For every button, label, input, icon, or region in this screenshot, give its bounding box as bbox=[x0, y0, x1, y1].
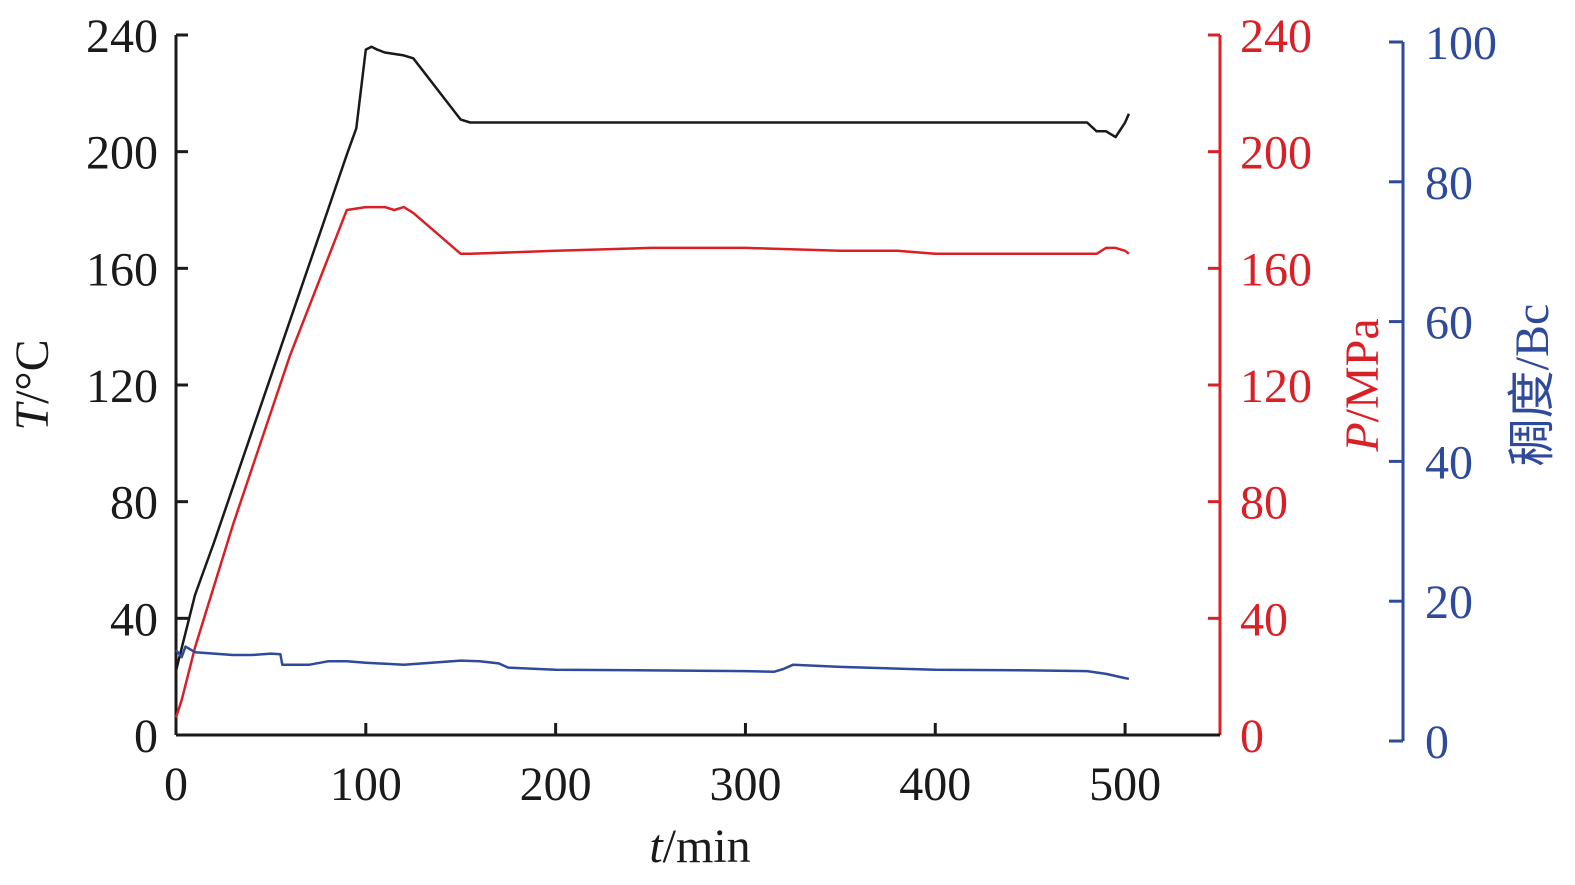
y-left-tick-label: 200 bbox=[86, 127, 158, 180]
x-axis-title-var: t bbox=[649, 820, 664, 873]
y-right2-tick-label: 0 bbox=[1425, 716, 1449, 769]
x-tick-label: 100 bbox=[330, 758, 402, 811]
y-right2-tick-label: 60 bbox=[1425, 297, 1473, 350]
y-right2-axis-title: 稠度/Bc bbox=[1506, 304, 1559, 467]
axes-group bbox=[174, 33, 1405, 743]
y-right2-tick-label: 100 bbox=[1425, 17, 1497, 70]
y-left-tick-label: 0 bbox=[134, 710, 158, 763]
x-tick-label: 0 bbox=[164, 758, 188, 811]
y-left-axis-title-var: T bbox=[6, 401, 59, 431]
series-line-consistency bbox=[175, 645, 1130, 681]
y-left-tick-label: 120 bbox=[86, 360, 158, 413]
y-left-axis-title-unit: /°C bbox=[6, 339, 59, 404]
y-right1-tick-label: 240 bbox=[1240, 10, 1312, 63]
y-right1-tick-label: 160 bbox=[1240, 243, 1312, 296]
x-tick-label: 500 bbox=[1089, 758, 1161, 811]
y-right1-tick-label: 120 bbox=[1240, 360, 1312, 413]
y-right1-axis-title-var: P bbox=[1336, 422, 1389, 452]
y-right1-tick-label: 40 bbox=[1240, 593, 1288, 646]
series-group bbox=[174, 45, 1131, 718]
y-left-axis-title: T/°C bbox=[6, 339, 59, 430]
y-right2-tick-label: 40 bbox=[1425, 436, 1473, 489]
y-right1-tick-label: 200 bbox=[1240, 127, 1312, 180]
x-tick-label: 200 bbox=[520, 758, 592, 811]
series-line-pressure bbox=[174, 205, 1130, 718]
y-left-tick-label: 80 bbox=[110, 477, 158, 530]
y-right2-tick-label: 20 bbox=[1425, 576, 1473, 629]
x-tick-label: 400 bbox=[899, 758, 971, 811]
y-right1-tick-label: 0 bbox=[1240, 710, 1264, 763]
y-left-tick-label: 40 bbox=[110, 593, 158, 646]
x-tick-label: 300 bbox=[709, 758, 781, 811]
series-line-temperature bbox=[174, 45, 1131, 672]
y-left-tick-label: 240 bbox=[86, 10, 158, 63]
x-axis-title-unit: /min bbox=[663, 820, 751, 873]
y-right1-tick-label: 80 bbox=[1240, 477, 1288, 530]
y-right1-axis-title: P/MPa bbox=[1336, 318, 1389, 452]
y-right2-tick-label: 80 bbox=[1425, 157, 1473, 210]
y-left-tick-label: 160 bbox=[86, 243, 158, 296]
y-right1-axis-title-unit: /MPa bbox=[1336, 318, 1389, 422]
labels-group: 0 40 80 120 160 200 240 0 40 80 120 160 200 240 0 20 40 6… bbox=[6, 10, 1559, 873]
x-axis-title: t/min bbox=[649, 820, 750, 873]
